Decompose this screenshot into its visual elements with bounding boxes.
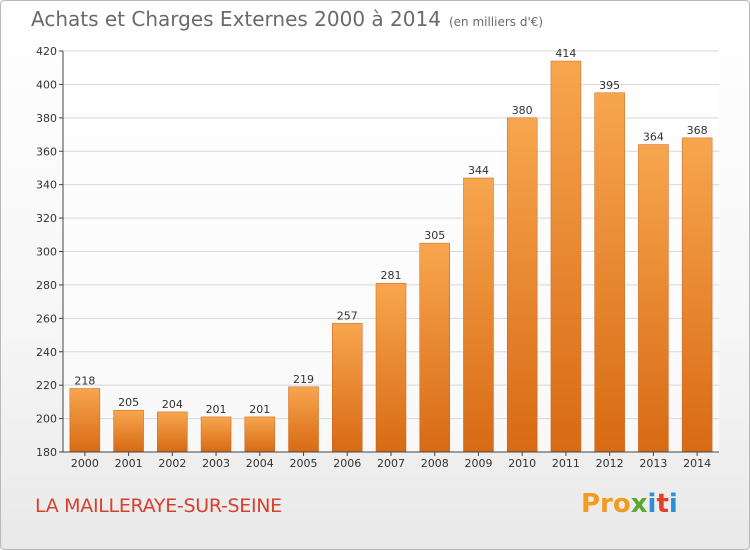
y-tick-label: 200 bbox=[36, 413, 57, 426]
bar-value-label: 204 bbox=[162, 398, 183, 411]
bar-value-label: 257 bbox=[337, 309, 358, 322]
bar-value-label: 364 bbox=[643, 131, 664, 144]
x-tick-label: 2008 bbox=[421, 457, 449, 470]
x-tick-label: 2014 bbox=[683, 457, 711, 470]
logo-part-1: Pro bbox=[581, 489, 631, 519]
logo-part-5: i bbox=[668, 489, 678, 519]
bar-value-label: 344 bbox=[468, 164, 489, 177]
bar-value-label: 380 bbox=[512, 104, 533, 117]
chart-title-main: Achats et Charges Externes 2000 à 2014 bbox=[31, 7, 441, 31]
bar-2009 bbox=[463, 177, 494, 453]
bar-value-label: 305 bbox=[424, 229, 445, 242]
x-tick-label: 2002 bbox=[158, 457, 186, 470]
bar-2002 bbox=[157, 411, 188, 453]
y-tick-label: 340 bbox=[36, 179, 57, 192]
x-tick-label: 2001 bbox=[115, 457, 143, 470]
y-tick-label: 400 bbox=[36, 78, 57, 91]
bar-value-label: 414 bbox=[555, 47, 576, 60]
bar-value-label: 201 bbox=[206, 403, 227, 416]
bar-2008 bbox=[419, 242, 450, 453]
bar-2012 bbox=[594, 92, 625, 453]
logo-part-2: x bbox=[630, 489, 648, 519]
commune-name: LA MAILLERAYE-SUR-SEINE bbox=[35, 495, 282, 517]
bar-2014 bbox=[681, 137, 713, 453]
bar-value-label: 201 bbox=[249, 403, 270, 416]
chart-title: Achats et Charges Externes 2000 à 2014 (e… bbox=[31, 7, 543, 31]
x-tick-label: 2003 bbox=[202, 457, 230, 470]
bar-value-label: 395 bbox=[599, 79, 620, 92]
y-tick-label: 360 bbox=[36, 145, 57, 158]
x-tick-label: 2012 bbox=[596, 457, 624, 470]
y-tick-label: 280 bbox=[36, 279, 57, 292]
bar-value-label: 219 bbox=[293, 373, 314, 386]
y-tick-label: 260 bbox=[36, 312, 57, 325]
bar-2007 bbox=[375, 282, 407, 453]
x-tick-label: 2011 bbox=[552, 457, 580, 470]
y-tick-label: 320 bbox=[36, 212, 57, 225]
chart-title-unit: (en milliers d'€) bbox=[448, 15, 544, 29]
logo-part-3: i bbox=[647, 489, 657, 519]
y-tick-label: 220 bbox=[36, 379, 57, 392]
x-tick-label: 2010 bbox=[508, 457, 536, 470]
proxiti-logo: Proxiti bbox=[581, 489, 678, 519]
logo-part-4: t bbox=[656, 489, 669, 519]
bar-2011 bbox=[550, 60, 582, 453]
bar-2006 bbox=[332, 323, 363, 453]
x-tick-label: 2007 bbox=[377, 457, 405, 470]
x-tick-label: 2013 bbox=[639, 457, 667, 470]
bar-2000 bbox=[69, 388, 101, 453]
bar-2010 bbox=[506, 117, 538, 453]
bar-value-label: 205 bbox=[118, 396, 139, 409]
x-tick-label: 2000 bbox=[71, 457, 99, 470]
bar-2004 bbox=[244, 416, 276, 453]
x-tick-label: 2006 bbox=[333, 457, 361, 470]
y-tick-label: 420 bbox=[36, 45, 57, 58]
y-tick-label: 300 bbox=[36, 246, 57, 259]
bar-2005 bbox=[288, 386, 319, 453]
x-tick-label: 2005 bbox=[290, 457, 318, 470]
bar-value-label: 368 bbox=[687, 124, 708, 137]
y-tick-label: 240 bbox=[36, 346, 57, 359]
bar-value-label: 281 bbox=[381, 269, 402, 282]
bar-2003 bbox=[200, 416, 232, 453]
x-tick-label: 2004 bbox=[246, 457, 274, 470]
y-tick-label: 380 bbox=[36, 112, 57, 125]
y-tick-label: 180 bbox=[36, 446, 57, 459]
bar-2001 bbox=[113, 409, 144, 453]
x-tick-label: 2009 bbox=[464, 457, 492, 470]
bar-value-label: 218 bbox=[74, 375, 95, 388]
bar-2013 bbox=[638, 144, 669, 453]
